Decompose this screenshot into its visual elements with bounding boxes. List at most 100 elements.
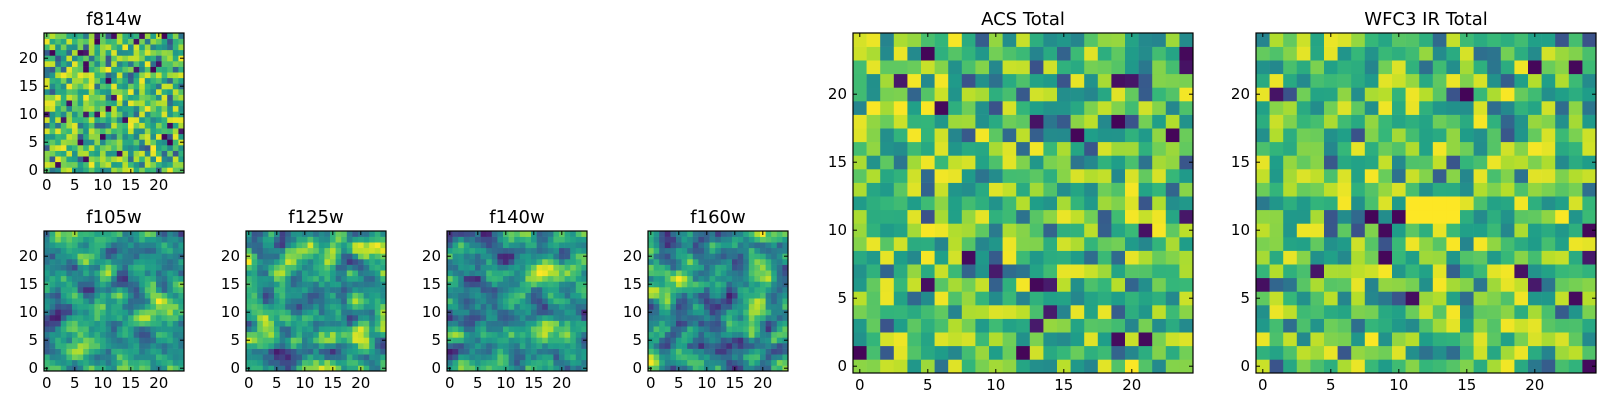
heatmap-cell: [296, 331, 303, 338]
heatmap-cell: [1016, 264, 1031, 279]
heatmap-cell: [531, 337, 537, 344]
heatmap-cell: [1043, 73, 1058, 88]
heatmap-cell: [760, 315, 766, 321]
heatmap-cell: [161, 315, 168, 321]
heatmap-cell: [486, 281, 493, 288]
y-tick-label: 20: [422, 247, 441, 265]
heatmap-cell: [503, 343, 509, 349]
heatmap-cell: [1432, 141, 1447, 156]
heatmap-cell: [503, 242, 509, 249]
heatmap-cell: [128, 275, 134, 282]
heatmap-cell: [503, 281, 509, 288]
heatmap-cell: [452, 253, 459, 260]
heatmap-cell: [480, 320, 487, 327]
heatmap-cell: [369, 298, 376, 305]
heatmap-cell: [72, 150, 78, 157]
heatmap-cell: [1405, 277, 1420, 292]
heatmap-cell: [128, 354, 134, 361]
heatmap-cell: [907, 237, 922, 251]
heatmap-cell: [1446, 196, 1461, 211]
heatmap-cell: [94, 83, 101, 90]
heatmap-cell: [687, 275, 694, 282]
heatmap-cell: [1392, 155, 1406, 170]
heatmap-cell: [72, 100, 78, 107]
heatmap-cell: [172, 315, 179, 321]
heatmap-cell: [100, 83, 106, 90]
heatmap-cell: [318, 343, 325, 349]
heatmap-cell: [1111, 223, 1126, 238]
heatmap-cell: [531, 348, 537, 355]
heatmap-cell: [133, 315, 140, 321]
heatmap-cell: [519, 359, 526, 366]
heatmap-cell: [111, 343, 118, 349]
heatmap-cell: [698, 270, 705, 277]
heatmap-cell: [1310, 33, 1325, 47]
heatmap-cell: [94, 105, 101, 112]
heatmap-cell: [491, 264, 498, 271]
heatmap-cell: [1043, 101, 1058, 115]
heatmap-cell: [553, 303, 560, 310]
heatmap-cell: [1514, 318, 1529, 333]
heatmap-cell: [704, 315, 710, 321]
heatmap-cell: [1500, 291, 1515, 306]
heatmap-cell: [133, 242, 140, 249]
heatmap-cell: [1002, 318, 1017, 333]
heatmap-cell: [547, 298, 554, 305]
heatmap-cell: [1043, 141, 1058, 156]
heatmap-cell: [1002, 73, 1017, 88]
heatmap-cell: [525, 309, 532, 316]
heatmap-cell: [1487, 169, 1502, 183]
heatmap-cell: [49, 298, 56, 305]
heatmap-cell: [1070, 169, 1085, 183]
heatmap-cell: [1582, 209, 1597, 224]
heatmap-cell: [934, 33, 949, 47]
heatmap-cell: [77, 292, 84, 299]
heatmap-cell: [133, 128, 140, 135]
heatmap-cell: [346, 247, 353, 254]
heatmap-cell: [262, 270, 269, 277]
heatmap-cell: [352, 359, 359, 366]
heatmap-cell: [575, 303, 582, 310]
heatmap-cell: [88, 264, 95, 271]
heatmap-cell: [55, 343, 62, 349]
heatmap-cell: [1016, 277, 1031, 292]
heatmap-cell: [66, 231, 73, 237]
heatmap-cell: [1084, 182, 1099, 197]
heatmap-cell: [128, 156, 134, 163]
heatmap-cell: [122, 83, 129, 90]
heatmap-cell: [1460, 237, 1474, 251]
heatmap-cell: [60, 161, 67, 168]
heatmap-cell: [503, 359, 509, 366]
heatmap-cell: [1016, 345, 1031, 360]
heatmap-cell: [1460, 264, 1474, 279]
heatmap-cell: [116, 292, 123, 299]
heatmap-cell: [1528, 60, 1542, 75]
heatmap-cell: [559, 247, 565, 254]
heatmap-cell: [172, 89, 179, 95]
heatmap-cell: [480, 253, 487, 260]
heatmap-cell: [765, 315, 772, 321]
heatmap-cell: [1002, 237, 1017, 251]
heatmap-cell: [1568, 182, 1583, 197]
heatmap-cell: [508, 253, 515, 260]
heatmap-cell: [776, 343, 783, 349]
heatmap-cell: [133, 303, 140, 310]
heatmap-cell: [659, 247, 666, 254]
heatmap-cell: [1296, 359, 1311, 374]
heatmap-cell: [1528, 305, 1542, 319]
heatmap-cell: [274, 242, 280, 249]
heatmap-cell: [105, 331, 112, 338]
heatmap-cell: [178, 145, 185, 151]
heatmap-cell: [268, 287, 275, 293]
heatmap-cell: [525, 247, 532, 254]
heatmap-cell: [122, 331, 129, 338]
heatmap-cell: [1364, 345, 1379, 360]
heatmap-cell: [732, 359, 738, 366]
heatmap-cell: [547, 264, 554, 271]
heatmap-cell: [1364, 128, 1379, 143]
heatmap-cell: [133, 287, 140, 293]
heatmap-cell: [60, 236, 67, 243]
heatmap-cell: [44, 89, 50, 95]
heatmap-cell: [178, 264, 185, 271]
heatmap-cell: [88, 122, 95, 129]
